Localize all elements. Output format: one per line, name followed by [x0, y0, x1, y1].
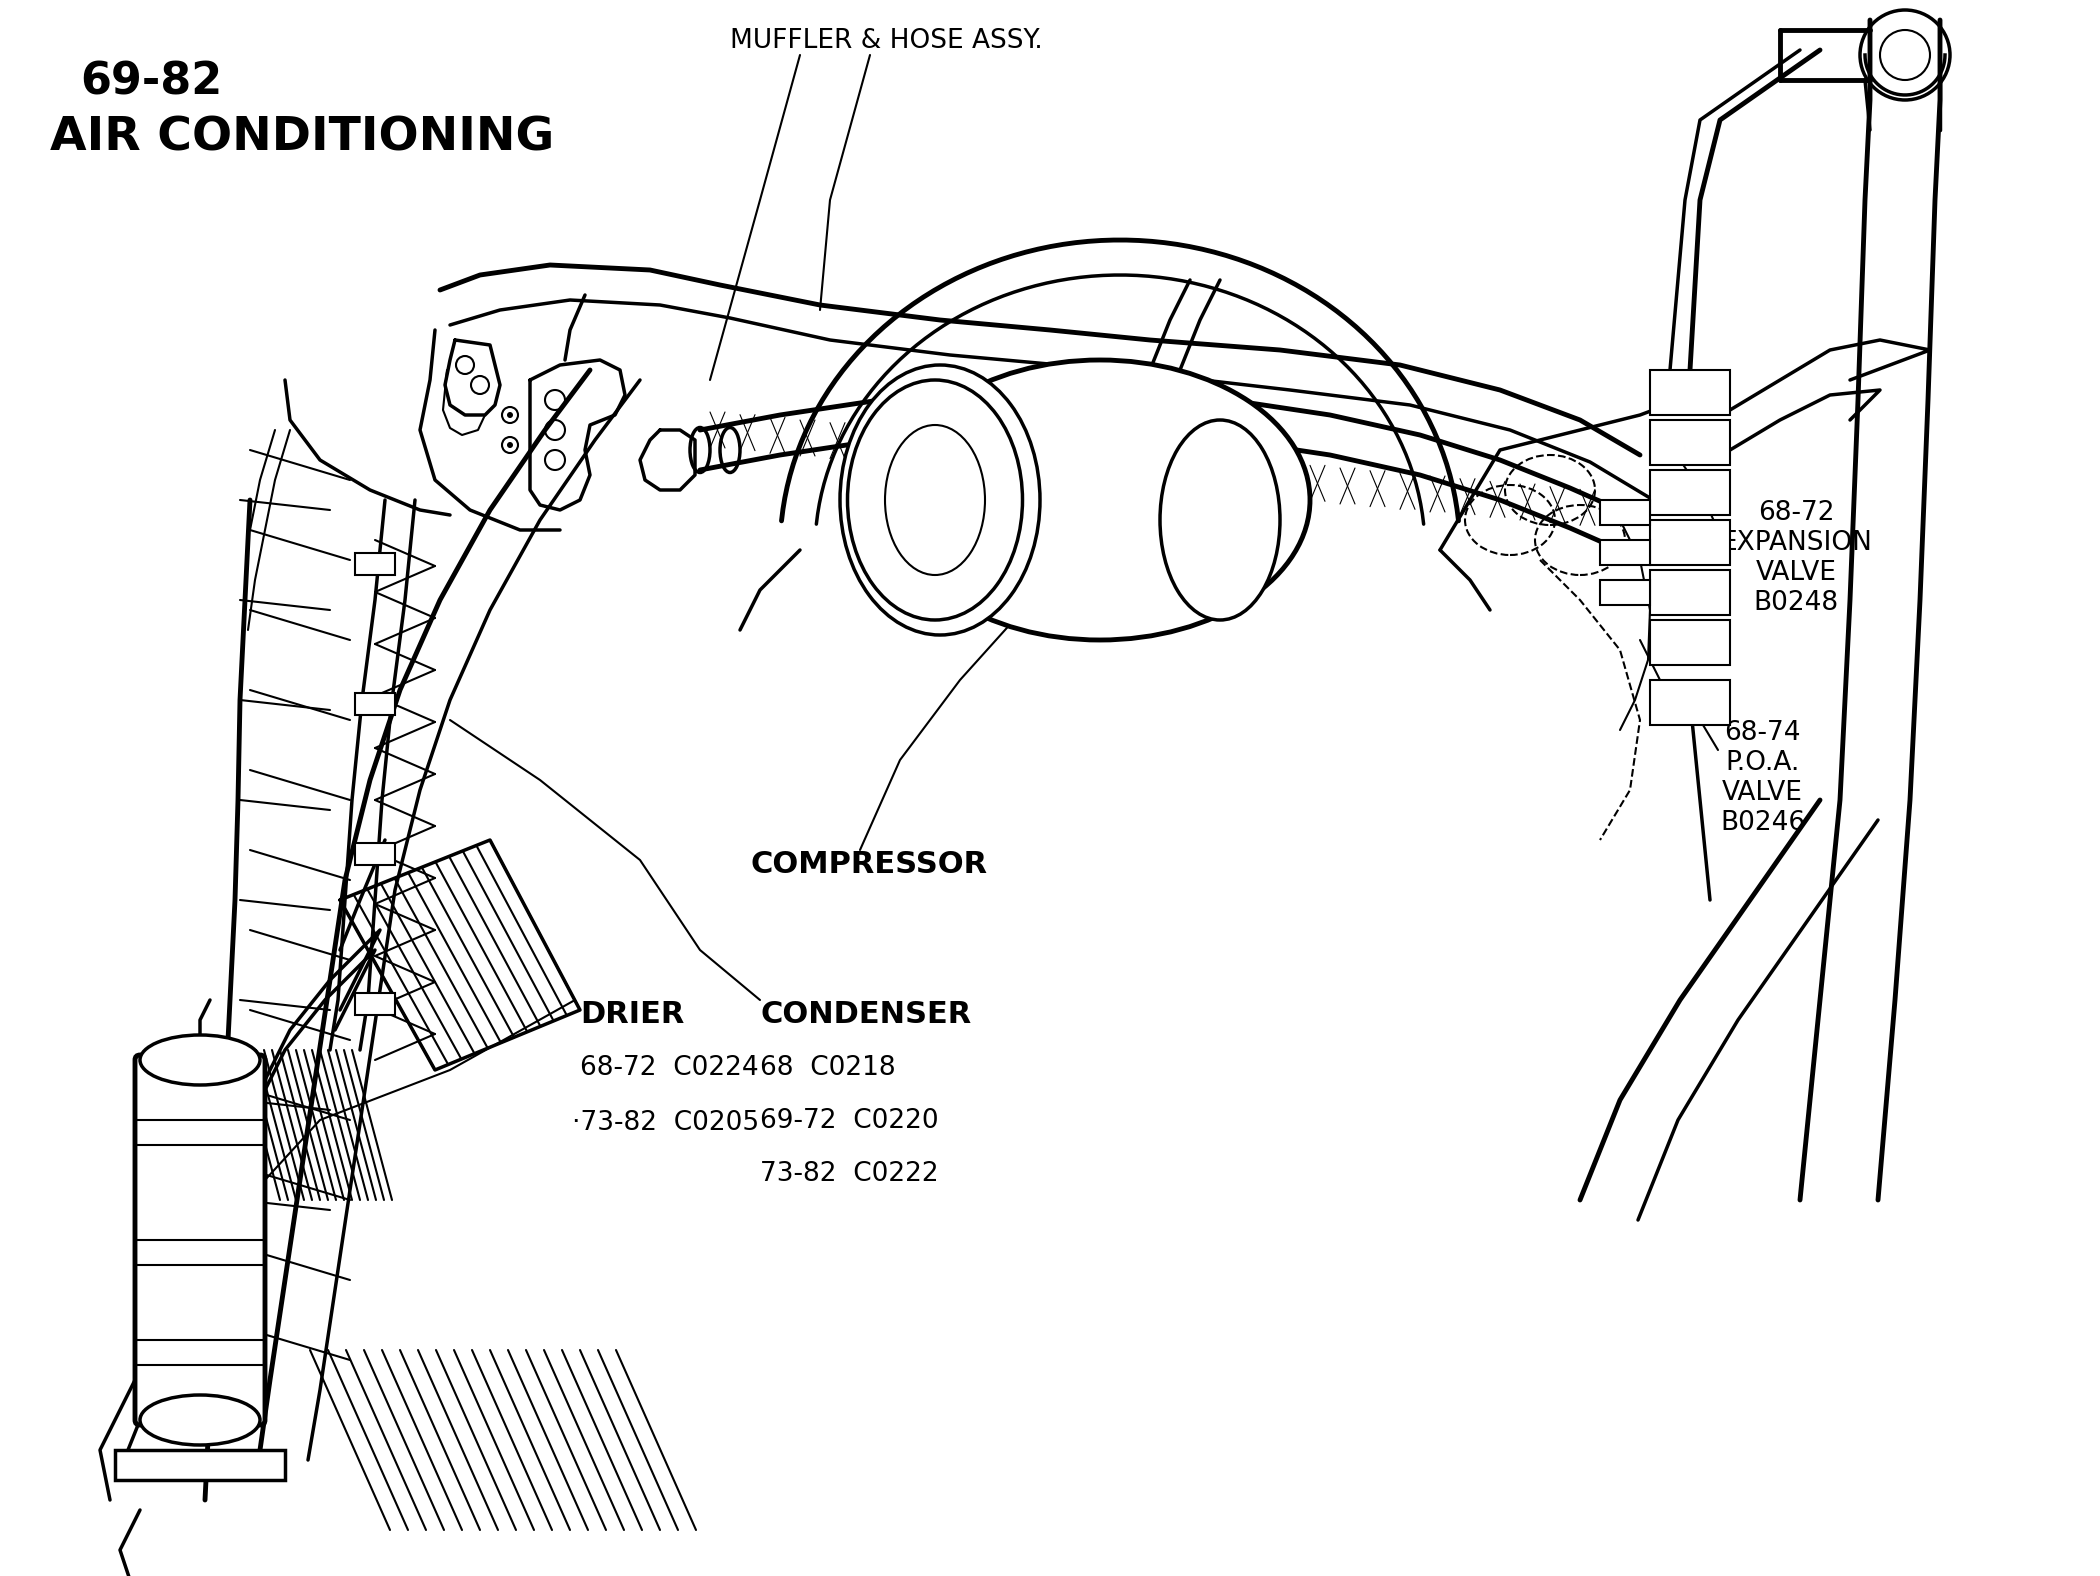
- Text: 69-82: 69-82: [80, 60, 223, 102]
- Bar: [1651, 679, 1730, 725]
- Text: 68-72  C0224: 68-72 C0224: [580, 1054, 758, 1081]
- Bar: [355, 993, 395, 1015]
- Bar: [134, 1240, 265, 1266]
- Ellipse shape: [141, 1035, 260, 1084]
- Ellipse shape: [141, 1395, 260, 1445]
- Bar: [1651, 370, 1730, 414]
- Bar: [355, 693, 395, 716]
- Bar: [134, 1340, 265, 1365]
- Text: ·73-82  C0205: ·73-82 C0205: [571, 1110, 758, 1136]
- Bar: [1651, 520, 1730, 566]
- Circle shape: [502, 437, 519, 452]
- Bar: [134, 1121, 265, 1146]
- Bar: [1600, 541, 1651, 566]
- Circle shape: [506, 441, 512, 448]
- Text: CONDENSER: CONDENSER: [760, 1001, 970, 1029]
- Bar: [1651, 419, 1730, 465]
- Bar: [1651, 571, 1730, 615]
- Ellipse shape: [840, 366, 1040, 635]
- FancyBboxPatch shape: [134, 1054, 265, 1425]
- Text: 68  C0218: 68 C0218: [760, 1054, 895, 1081]
- Circle shape: [502, 407, 519, 422]
- Text: COMPRESSOR: COMPRESSOR: [750, 849, 987, 879]
- Bar: [1600, 500, 1651, 525]
- Bar: [355, 553, 395, 575]
- Bar: [355, 843, 395, 865]
- Bar: [116, 1450, 286, 1480]
- Text: AIR CONDITIONING: AIR CONDITIONING: [50, 115, 554, 161]
- Bar: [1600, 580, 1651, 605]
- Text: 69-72  C0220: 69-72 C0220: [760, 1108, 939, 1135]
- Ellipse shape: [1159, 419, 1281, 619]
- Bar: [1651, 619, 1730, 665]
- Text: DRIER: DRIER: [580, 1001, 685, 1029]
- Text: 68-74
P.O.A.
VALVE
B0246: 68-74 P.O.A. VALVE B0246: [1720, 720, 1806, 835]
- Text: 73-82  C0222: 73-82 C0222: [760, 1162, 939, 1187]
- Text: 68-72
EXPANSION
VALVE
B0248: 68-72 EXPANSION VALVE B0248: [1720, 500, 1871, 616]
- Circle shape: [506, 411, 512, 418]
- Text: MUFFLER & HOSE ASSY.: MUFFLER & HOSE ASSY.: [731, 28, 1044, 54]
- Ellipse shape: [890, 359, 1310, 640]
- Bar: [1651, 470, 1730, 515]
